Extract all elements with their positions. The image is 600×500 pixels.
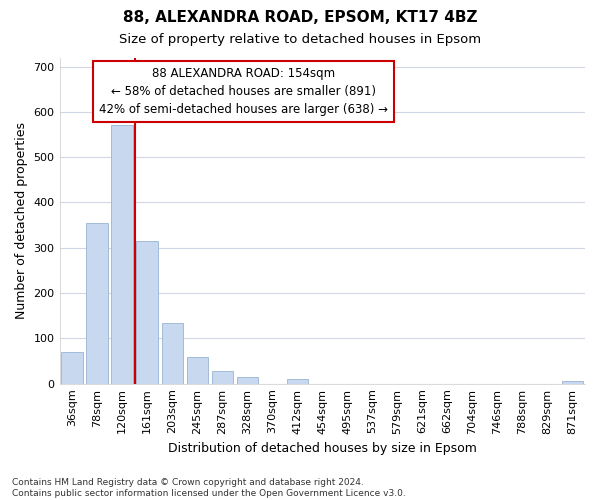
Bar bbox=[112, 126, 133, 384]
Bar bbox=[187, 358, 208, 384]
Bar bbox=[562, 382, 583, 384]
Y-axis label: Number of detached properties: Number of detached properties bbox=[15, 122, 28, 319]
Bar bbox=[161, 322, 183, 384]
Bar bbox=[61, 352, 83, 384]
Text: Size of property relative to detached houses in Epsom: Size of property relative to detached ho… bbox=[119, 32, 481, 46]
Text: 88 ALEXANDRA ROAD: 154sqm
← 58% of detached houses are smaller (891)
42% of semi: 88 ALEXANDRA ROAD: 154sqm ← 58% of detac… bbox=[99, 68, 388, 116]
Bar bbox=[287, 379, 308, 384]
X-axis label: Distribution of detached houses by size in Epsom: Distribution of detached houses by size … bbox=[168, 442, 477, 455]
Text: 88, ALEXANDRA ROAD, EPSOM, KT17 4BZ: 88, ALEXANDRA ROAD, EPSOM, KT17 4BZ bbox=[123, 10, 477, 25]
Bar bbox=[236, 377, 258, 384]
Text: Contains HM Land Registry data © Crown copyright and database right 2024.
Contai: Contains HM Land Registry data © Crown c… bbox=[12, 478, 406, 498]
Bar bbox=[86, 223, 108, 384]
Bar bbox=[136, 241, 158, 384]
Bar bbox=[212, 371, 233, 384]
